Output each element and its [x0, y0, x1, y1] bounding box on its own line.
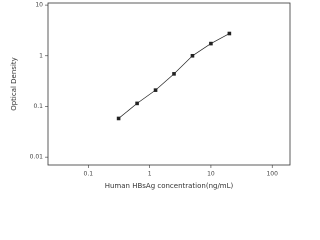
plot-frame	[47, 2, 291, 166]
point	[153, 88, 158, 92]
curve	[118, 33, 230, 119]
y-tick-label: 0.01	[30, 154, 44, 161]
y-tick-label: 0.1	[33, 103, 43, 110]
point	[135, 101, 139, 106]
y-tick-label: 10	[35, 2, 43, 9]
x-tick-label: 100	[266, 171, 278, 178]
x-tick-label: 10	[207, 171, 215, 178]
x-axis-title: Human HBsAg concentration(ng/mL)	[105, 182, 234, 190]
x-tick-label: 0.1	[84, 171, 94, 178]
y-axis-title: Optical Density	[10, 57, 18, 111]
y-tick-label: 1	[39, 52, 43, 59]
x-tick-label: 1	[148, 171, 152, 178]
point	[190, 53, 195, 58]
point	[209, 41, 213, 46]
point	[172, 72, 176, 76]
chart: Human HBsAg concentration(ng/mL) Optical…	[10, 2, 291, 190]
point	[227, 31, 232, 36]
point	[116, 116, 121, 121]
